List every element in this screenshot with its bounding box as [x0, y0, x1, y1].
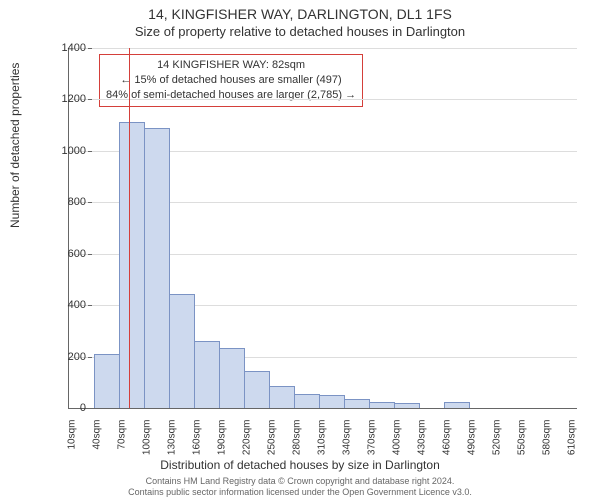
x-axis-label: Distribution of detached houses by size … [0, 458, 600, 472]
histogram-bar [119, 122, 145, 408]
x-tick: 400sqm [391, 420, 402, 456]
histogram-bar [94, 354, 120, 408]
y-tick: 1200 [36, 93, 86, 105]
gridline [69, 99, 577, 100]
histogram-bar [244, 371, 270, 408]
histogram-bar [269, 386, 295, 408]
x-tick: 220sqm [241, 420, 252, 456]
x-tick: 250sqm [266, 420, 277, 456]
x-tick: 10sqm [67, 420, 78, 450]
histogram-bar [369, 402, 395, 408]
histogram-bar [319, 395, 345, 408]
chart-container: 14, KINGFISHER WAY, DARLINGTON, DL1 1FS … [0, 0, 600, 500]
x-tick: 490sqm [466, 420, 477, 456]
chart-subtitle: Size of property relative to detached ho… [0, 22, 600, 39]
histogram-bar [144, 128, 170, 408]
x-tick: 310sqm [316, 420, 327, 456]
x-tick: 280sqm [291, 420, 302, 456]
histogram-bar [444, 402, 470, 408]
x-tick: 460sqm [441, 420, 452, 456]
callout-line-2: ← 15% of detached houses are smaller (49… [106, 73, 356, 88]
x-tick: 190sqm [216, 420, 227, 456]
histogram-bar [219, 348, 245, 408]
footer-line-1: Contains HM Land Registry data © Crown c… [0, 476, 600, 487]
y-tick: 0 [36, 402, 86, 414]
histogram-bar [344, 399, 370, 408]
y-tick: 1400 [36, 42, 86, 54]
x-tick: 610sqm [566, 420, 577, 456]
x-tick: 160sqm [191, 420, 202, 456]
x-tick: 130sqm [166, 420, 177, 456]
x-tick: 340sqm [341, 420, 352, 456]
histogram-bar [294, 394, 320, 408]
y-tick: 1000 [36, 145, 86, 157]
x-tick: 40sqm [91, 420, 102, 450]
gridline [69, 48, 577, 49]
address-title: 14, KINGFISHER WAY, DARLINGTON, DL1 1FS [0, 0, 600, 22]
y-tick: 600 [36, 248, 86, 260]
x-tick: 580sqm [541, 420, 552, 456]
footer: Contains HM Land Registry data © Crown c… [0, 476, 600, 498]
x-tick: 520sqm [491, 420, 502, 456]
histogram-bar [169, 294, 195, 408]
y-tick: 400 [36, 299, 86, 311]
x-tick: 550sqm [516, 420, 527, 456]
y-tick: 200 [36, 351, 86, 363]
property-marker-line [129, 48, 130, 408]
x-tick: 70sqm [116, 420, 127, 450]
x-tick: 100sqm [141, 420, 152, 456]
y-axis-label: Number of detached properties [8, 63, 22, 228]
x-tick: 370sqm [366, 420, 377, 456]
plot-area: 14 KINGFISHER WAY: 82sqm ← 15% of detach… [68, 48, 577, 409]
histogram-bar [394, 403, 420, 408]
callout-line-1: 14 KINGFISHER WAY: 82sqm [106, 58, 356, 73]
y-tick: 800 [36, 196, 86, 208]
x-tick: 430sqm [416, 420, 427, 456]
footer-line-2: Contains public sector information licen… [0, 487, 600, 498]
histogram-bar [194, 341, 220, 408]
